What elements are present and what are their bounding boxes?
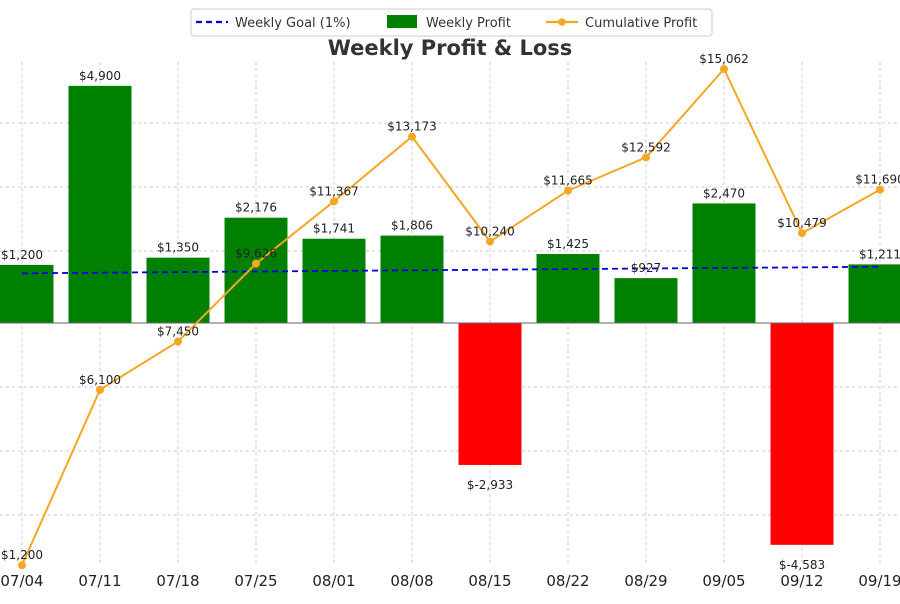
- bar-value-label: $-2,933: [467, 478, 513, 492]
- legend-goal-label: Weekly Goal (1%): [235, 16, 351, 31]
- profit-bar: [537, 254, 600, 323]
- profit-bar: [225, 218, 288, 323]
- profit-bar: [147, 258, 210, 323]
- cumulative-value-label: $11,690: [855, 173, 900, 187]
- grid-layer: [0, 62, 900, 566]
- x-tick-layer: 07/04 07/11 07/18 07/25 08/01 08/08 08/15 08/22…: [0, 572, 900, 590]
- cumulative-value-label: $12,592: [621, 140, 671, 154]
- cumulative-value-label: $11,665: [543, 174, 593, 188]
- x-tick-label: 07/04: [0, 572, 43, 590]
- x-tick-label: 07/25: [234, 572, 277, 590]
- profit-bar: [381, 236, 444, 323]
- x-tick-label: 09/19: [858, 572, 900, 590]
- bar-value-label: $1,425: [547, 237, 589, 251]
- bar-value-label: $4,900: [79, 69, 121, 83]
- profit-bar: [303, 239, 366, 323]
- cumulative-value-label: $10,240: [465, 225, 515, 239]
- x-tick-label: 07/11: [78, 572, 121, 590]
- x-tick-label: 07/18: [156, 572, 199, 590]
- cumulative-value-label: $13,173: [387, 120, 437, 134]
- bar-value-label: $2,470: [703, 187, 745, 201]
- cumulative-marker: [174, 338, 182, 346]
- cumulative-value-label: $6,100: [79, 373, 121, 387]
- profit-bar: [615, 278, 678, 323]
- cumulative-marker: [18, 561, 26, 569]
- bar-value-label: $1,350: [157, 241, 199, 255]
- bar-value-label: $1,806: [391, 219, 433, 233]
- x-tick-label: 09/12: [780, 572, 823, 590]
- profit-bar: [849, 264, 900, 323]
- chart-title: Weekly Profit & Loss: [328, 36, 573, 60]
- cumulative-marker: [564, 187, 572, 195]
- cumulative-marker: [96, 386, 104, 394]
- legend-cumulative-marker: [558, 18, 566, 26]
- profit-bar: [771, 323, 834, 545]
- cumulative-marker: [252, 260, 260, 268]
- x-tick-label: 08/15: [468, 572, 511, 590]
- x-tick-label: 09/05: [702, 572, 745, 590]
- cumulative-value-label: $15,062: [699, 52, 749, 66]
- bar-value-label: $2,176: [235, 201, 277, 215]
- cumulative-value-label: $10,479: [777, 216, 827, 230]
- legend: Weekly Goal (1%) Weekly Profit Cumulativ…: [191, 9, 712, 36]
- cumulative-value-label: $1,200: [1, 548, 43, 562]
- legend-cumulative-label: Cumulative Profit: [585, 16, 697, 31]
- cumulative-marker: [798, 229, 806, 237]
- x-tick-label: 08/22: [546, 572, 589, 590]
- x-tick-label: 08/29: [624, 572, 667, 590]
- x-tick-label: 08/08: [390, 572, 433, 590]
- data-label-layer: $1,200 $4,900 $1,350 $2,176 $1,741 $1,806 $-2,…: [1, 52, 900, 572]
- bar-value-label: $1,741: [313, 222, 355, 236]
- cumulative-marker: [876, 186, 884, 194]
- cumulative-value-label: $9,626: [235, 247, 277, 261]
- legend-profit-swatch: [387, 15, 417, 28]
- x-tick-label: 08/01: [312, 572, 355, 590]
- bar-value-label: $1,211: [859, 247, 900, 261]
- bar-value-label: $1,200: [1, 248, 43, 262]
- profit-bar: [693, 203, 756, 323]
- cumulative-marker: [642, 153, 650, 161]
- bar-value-label: $-4,583: [779, 558, 825, 572]
- cumulative-marker: [720, 65, 728, 73]
- cumulative-value-label: $11,367: [309, 184, 359, 198]
- cumulative-value-label: $7,450: [157, 325, 199, 339]
- cumulative-marker: [330, 197, 338, 205]
- profit-bar: [459, 323, 522, 465]
- bar-value-label: $927: [631, 261, 662, 275]
- cumulative-marker: [486, 238, 494, 246]
- legend-profit-label: Weekly Profit: [426, 16, 511, 31]
- cumulative-marker: [408, 133, 416, 141]
- profit-bar: [69, 86, 132, 323]
